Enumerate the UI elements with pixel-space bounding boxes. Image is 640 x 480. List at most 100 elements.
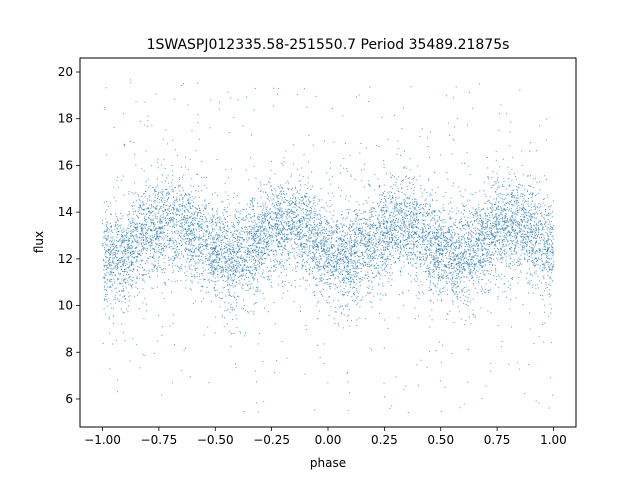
data-point: [192, 223, 194, 225]
data-point: [391, 239, 393, 241]
data-point: [354, 286, 356, 288]
data-point: [528, 280, 530, 282]
data-point: [483, 238, 485, 240]
data-point: [281, 261, 283, 263]
data-point: [284, 245, 286, 247]
data-point: [232, 233, 234, 235]
data-point: [167, 208, 169, 210]
data-point: [238, 244, 240, 246]
data-point: [257, 188, 259, 190]
data-point: [288, 182, 289, 184]
data-point: [254, 197, 256, 199]
data-point: [437, 293, 439, 295]
data-point: [216, 268, 218, 270]
data-point: [388, 230, 390, 232]
data-point: [433, 232, 435, 234]
data-point: [497, 232, 499, 234]
data-point: [453, 224, 455, 226]
data-point: [125, 282, 127, 284]
data-point: [253, 227, 255, 229]
data-point: [458, 221, 460, 223]
data-point: [415, 232, 417, 234]
data-point: [226, 230, 228, 232]
data-point: [246, 238, 247, 240]
data-point: [367, 219, 369, 221]
data-point: [412, 253, 414, 255]
data-point: [210, 261, 212, 263]
data-point: [304, 262, 306, 264]
data-point: [119, 246, 121, 248]
data-point: [220, 251, 222, 253]
data-point: [385, 200, 387, 202]
data-point: [355, 233, 357, 235]
data-point: [380, 232, 382, 234]
data-point: [202, 245, 204, 247]
data-point: [231, 308, 233, 310]
data-point: [255, 291, 257, 293]
data-point: [206, 225, 208, 227]
data-point: [150, 222, 152, 224]
data-point: [477, 281, 479, 283]
data-point: [313, 276, 315, 278]
data-point: [516, 235, 518, 237]
data-point: [320, 225, 322, 227]
data-point: [140, 240, 142, 242]
data-point: [539, 189, 541, 191]
data-point: [193, 201, 195, 203]
data-point: [282, 265, 284, 267]
data-point: [181, 223, 183, 225]
data-point: [412, 247, 414, 249]
data-point: [213, 215, 215, 217]
data-point: [202, 285, 204, 287]
data-point: [313, 234, 315, 236]
data-point: [454, 294, 456, 296]
data-point: [403, 219, 405, 221]
data-point: [437, 299, 439, 301]
data-point: [116, 379, 118, 381]
data-point: [208, 252, 210, 254]
data-point: [369, 86, 371, 88]
data-point: [289, 263, 291, 265]
data-point: [132, 251, 134, 253]
data-point: [105, 256, 107, 258]
data-point: [130, 265, 132, 267]
data-point: [165, 235, 167, 237]
data-point: [298, 192, 300, 194]
data-point: [407, 188, 409, 190]
data-point: [389, 213, 391, 215]
data-point: [372, 238, 374, 240]
data-point: [367, 255, 369, 257]
data-point: [230, 258, 232, 260]
data-point: [130, 233, 132, 235]
data-point: [436, 266, 438, 268]
data-point: [307, 246, 309, 248]
data-point: [521, 241, 523, 243]
data-point: [462, 224, 464, 226]
data-point: [387, 246, 389, 248]
data-point: [496, 208, 498, 210]
data-point: [299, 220, 301, 222]
data-point: [387, 263, 389, 265]
data-point: [400, 246, 402, 248]
data-point: [271, 193, 273, 195]
data-point: [340, 237, 342, 239]
data-point: [295, 187, 297, 189]
data-point: [222, 274, 224, 276]
data-point: [135, 260, 137, 262]
data-point: [238, 211, 240, 213]
data-point: [401, 248, 403, 250]
data-point: [330, 234, 332, 236]
data-point: [528, 209, 530, 211]
data-point: [177, 238, 179, 240]
data-point: [244, 239, 246, 241]
data-point: [232, 279, 234, 281]
data-point: [552, 200, 554, 202]
data-point: [531, 206, 533, 208]
data-point: [229, 330, 231, 332]
data-point: [545, 232, 547, 234]
data-point: [411, 210, 413, 212]
data-point: [460, 277, 462, 279]
data-point: [428, 178, 430, 180]
data-point: [456, 256, 458, 258]
data-point: [490, 202, 492, 204]
